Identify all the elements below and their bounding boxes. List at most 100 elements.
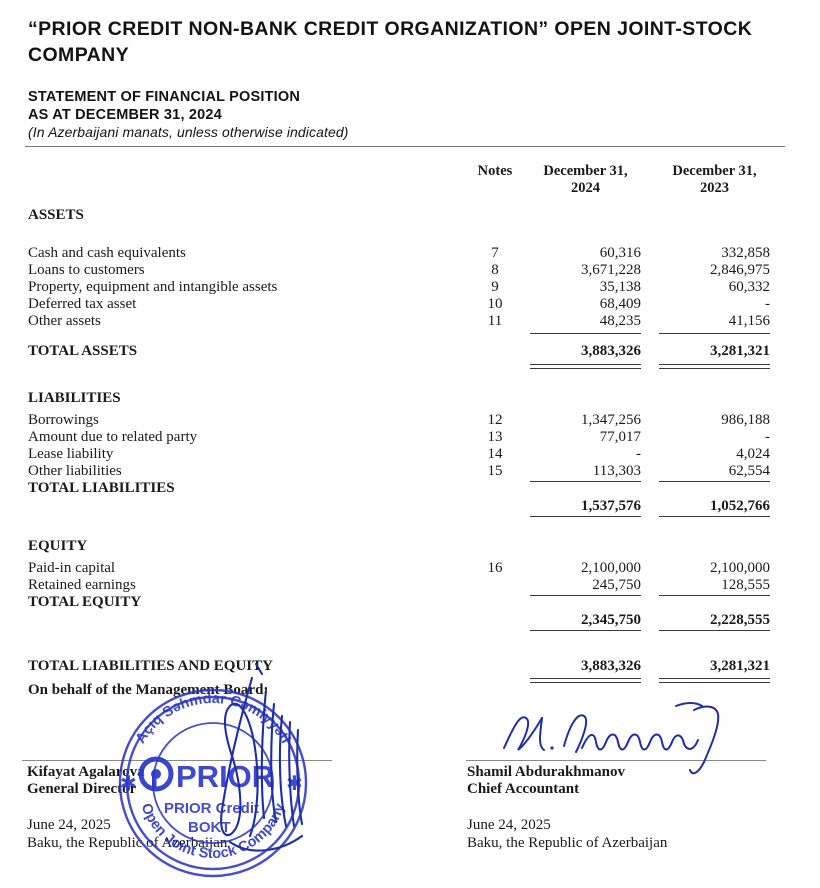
liabilities-heading-text: LIABILITIES [28, 390, 121, 406]
grand-total-rules [25, 678, 785, 686]
company-title: “PRIOR CREDIT NON-BANK CREDIT ORGANIZATI… [28, 18, 753, 66]
column-header-notes: Notes [477, 163, 513, 179]
row-value-2023: 41,156 [728, 313, 770, 329]
row-note: 7 [491, 245, 499, 261]
units-note: (In Azerbaijani manats, unless otherwise… [28, 124, 349, 140]
table-row: Property, equipment and intangible asset… [25, 279, 785, 296]
row-value-2024: 77,017 [599, 429, 641, 445]
total-assets-double-rules [25, 364, 785, 372]
row-label: Amount due to related party [28, 429, 198, 445]
subtotal-rule-2024 [530, 481, 641, 482]
signatory-right-title: Chief Accountant [467, 781, 580, 797]
on-behalf-label: On behalf of the Management Board: [28, 682, 269, 698]
total-equity-rules [25, 630, 785, 636]
total-liabilities-values: 1,537,576 1,052,766 [25, 497, 785, 516]
signature-date-right-value: June 24, 2025 [467, 817, 551, 833]
row-label: Other assets [28, 313, 101, 329]
row-value-2024: 35,138 [599, 279, 641, 295]
column-header-2024-line2: 2024 [571, 180, 600, 196]
grand-total-2024: 3,883,326 [581, 658, 641, 674]
row-label: Other liabilities [28, 463, 122, 479]
row-label: Deferred tax asset [28, 296, 137, 312]
row-note: 9 [491, 279, 499, 295]
row-label: Lease liability [28, 446, 114, 462]
row-label: Retained earnings [28, 577, 136, 593]
table-row: Retained earnings 245,750 128,555 [25, 577, 785, 594]
subtotal-rule-2023 [659, 481, 770, 482]
statement-title: STATEMENT OF FINANCIAL POSITION [28, 89, 301, 105]
header-divider [25, 146, 785, 147]
total-equity-2023: 2,228,555 [710, 612, 770, 628]
column-header-2024-line1: December 31, [543, 163, 628, 179]
total-assets-2024: 3,883,326 [581, 343, 641, 359]
subtotal-rule-2023 [659, 333, 770, 334]
total-rule-2023 [659, 364, 770, 369]
row-value-2023: 986,188 [721, 412, 770, 428]
total-rule-2024 [530, 630, 641, 631]
row-note: 10 [487, 296, 503, 312]
row-value-2023: 332,858 [721, 245, 770, 261]
row-value-2024: 3,671,228 [581, 262, 641, 278]
equity-heading-text: EQUITY [28, 538, 88, 554]
row-value-2024: 60,316 [599, 245, 641, 261]
row-note: 14 [487, 446, 503, 462]
equity-rows: Paid-in capital 16 2,100,000 2,100,000 R… [25, 560, 785, 594]
table-row: Loans to customers 8 3,671,228 2,846,975 [25, 262, 785, 279]
row-value-2023: 4,024 [736, 446, 770, 462]
row-note: 12 [487, 412, 503, 428]
row-value-2024: - [636, 446, 641, 462]
row-value-2024: 113,303 [592, 463, 641, 479]
row-value-2023: 128,555 [721, 577, 770, 593]
liabilities-rows: Borrowings 12 1,347,256 986,188 Amount d… [25, 412, 785, 480]
row-value-2023: 2,100,000 [710, 560, 770, 576]
subtotal-rule-2024 [530, 595, 641, 596]
column-header-2023-line1: December 31, [672, 163, 757, 179]
row-note: 8 [491, 262, 499, 278]
subtotal-rule-2024 [530, 333, 641, 334]
statement-date: AS AT DECEMBER 31, 2024 [28, 107, 222, 123]
signature-line-general-director [22, 760, 332, 761]
row-value-2023: 2,846,975 [710, 262, 770, 278]
total-equity-row: TOTAL EQUITY [25, 594, 785, 611]
total-liabilities-row: TOTAL LIABILITIES [25, 480, 785, 497]
table-row: Cash and cash equivalents 7 60,316 332,8… [25, 245, 785, 262]
total-equity-label: TOTAL EQUITY [28, 594, 142, 610]
assets-subtotal-rules [25, 330, 785, 338]
row-note: 13 [487, 429, 503, 445]
assets-heading-text: ASSETS [28, 207, 84, 223]
total-equity-values: 2,345,750 2,228,555 [25, 611, 785, 630]
signatory-left-title: General Director [27, 781, 137, 797]
row-label: Property, equipment and intangible asset… [28, 279, 278, 295]
total-liabilities-2023: 1,052,766 [710, 498, 770, 514]
row-value-2023: 62,554 [728, 463, 770, 479]
svg-text:Açıq Səhmdar Cəmiyyəti: Açıq Səhmdar Cəmiyyəti [133, 691, 294, 746]
table-row: Paid-in capital 16 2,100,000 2,100,000 [25, 560, 785, 577]
row-value-2024: 48,235 [599, 313, 641, 329]
row-label: Paid-in capital [28, 560, 116, 576]
row-label: Cash and cash equivalents [28, 245, 186, 261]
stamp-brand: PRIOR [176, 759, 274, 794]
section-heading-equity: EQUITY [25, 538, 785, 560]
total-rule-2024 [530, 516, 641, 517]
stamp-sub-line1: PRIOR Credit [164, 800, 259, 817]
row-value-2024: 68,409 [599, 296, 641, 312]
total-liabilities-label: TOTAL LIABILITIES [28, 480, 175, 496]
grand-total-rule-2024 [530, 678, 641, 683]
signature-date-left-value: June 24, 2025 [27, 817, 111, 833]
total-assets-2023: 3,281,321 [710, 343, 770, 359]
grand-total-rule-2023 [659, 678, 770, 683]
subtotal-rule-2023 [659, 595, 770, 596]
table-row: Borrowings 12 1,347,256 986,188 [25, 412, 785, 429]
table-row: Lease liability 14 - 4,024 [25, 446, 785, 463]
column-header-2023: December 31, 2023 [659, 163, 770, 197]
grand-total-label: TOTAL LIABILITIES AND EQUITY [28, 658, 273, 674]
row-note: 11 [487, 313, 503, 329]
grand-total-row: TOTAL LIABILITIES AND EQUITY 3,883,326 3… [25, 654, 785, 678]
row-value-2023: - [765, 429, 770, 445]
signatory-left-name: Kifayat Agalarova [27, 764, 145, 780]
table-row: Other assets 11 48,235 41,156 [25, 313, 785, 330]
column-header-2024: December 31, 2024 [530, 163, 641, 197]
signature-place-left: Baku, the Republic of Azerbaijan [27, 835, 228, 851]
row-note: 15 [487, 463, 503, 479]
